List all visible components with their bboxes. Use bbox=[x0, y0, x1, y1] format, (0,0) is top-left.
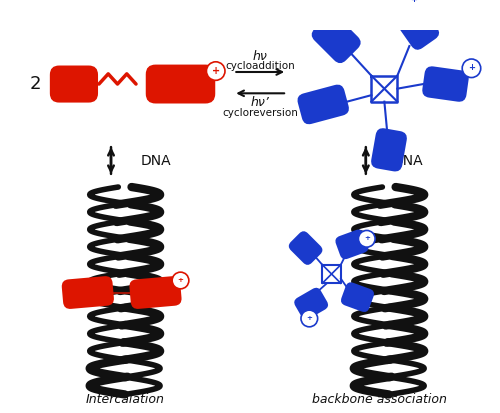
Text: DNA: DNA bbox=[140, 154, 171, 168]
Text: cycloaddition: cycloaddition bbox=[226, 62, 295, 71]
Text: +: + bbox=[410, 0, 418, 4]
Text: +: + bbox=[212, 66, 220, 76]
Circle shape bbox=[301, 310, 318, 327]
Text: hν’: hν’ bbox=[251, 96, 270, 109]
Circle shape bbox=[404, 0, 423, 9]
FancyBboxPatch shape bbox=[294, 288, 328, 320]
FancyBboxPatch shape bbox=[312, 14, 360, 63]
Text: DNA: DNA bbox=[392, 154, 423, 168]
Circle shape bbox=[462, 59, 480, 78]
Text: 2: 2 bbox=[30, 75, 41, 93]
Text: +: + bbox=[468, 63, 475, 72]
FancyBboxPatch shape bbox=[336, 230, 368, 259]
Circle shape bbox=[206, 62, 225, 81]
Text: hν: hν bbox=[253, 50, 268, 63]
FancyBboxPatch shape bbox=[288, 231, 322, 265]
Text: backbone association: backbone association bbox=[312, 393, 447, 406]
FancyBboxPatch shape bbox=[396, 5, 439, 50]
Circle shape bbox=[172, 272, 189, 289]
Text: +: + bbox=[306, 315, 312, 321]
FancyBboxPatch shape bbox=[62, 276, 114, 309]
Circle shape bbox=[358, 230, 375, 247]
FancyBboxPatch shape bbox=[50, 66, 98, 102]
Text: cycloreversion: cycloreversion bbox=[222, 108, 298, 118]
FancyBboxPatch shape bbox=[371, 128, 407, 171]
FancyBboxPatch shape bbox=[341, 282, 374, 312]
Text: +: + bbox=[178, 277, 184, 283]
FancyBboxPatch shape bbox=[422, 66, 469, 102]
Text: +: + bbox=[364, 235, 370, 241]
FancyBboxPatch shape bbox=[130, 276, 182, 309]
FancyBboxPatch shape bbox=[298, 85, 349, 124]
Text: Intercalation: Intercalation bbox=[86, 393, 164, 406]
FancyBboxPatch shape bbox=[146, 64, 216, 104]
